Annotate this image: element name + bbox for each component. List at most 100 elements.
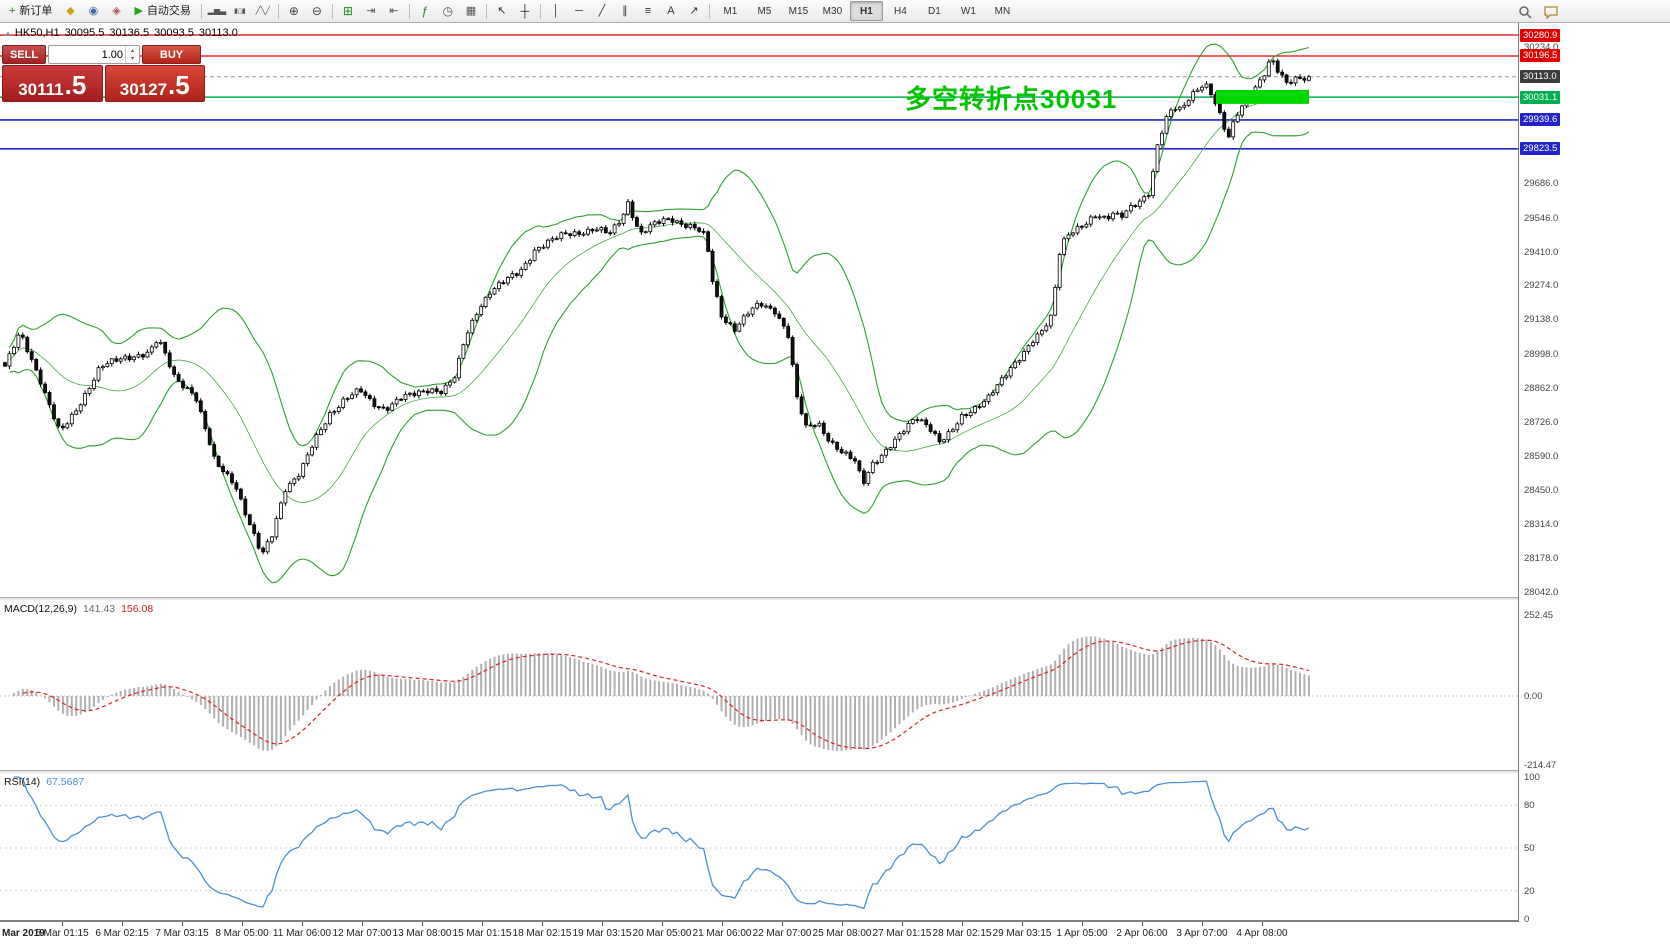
trendline-button[interactable]: ╱ [591, 0, 613, 22]
autotrading-button[interactable]: ▶ 自动交易 [128, 0, 196, 22]
symbol-ohlc-header: ▲ HK50,H1 30095.5 30136.5 30093.5 30113.0 [4, 27, 243, 39]
rsi-panel[interactable]: RSI(14) 67.5687 [0, 773, 1518, 920]
time-axis-label: 27 Mar 01:15 [872, 928, 932, 939]
market-icon: ◈ [112, 4, 121, 17]
chart-shift-button[interactable]: ⇤ [383, 0, 405, 22]
channel-icon: ∥ [622, 4, 628, 17]
charts-icon: ◆ [66, 4, 75, 17]
autotrading-button-label: 自动交易 [146, 4, 191, 17]
macd-canvas[interactable] [0, 600, 1518, 770]
price-axis-tick: 30234.0 [1524, 41, 1559, 53]
time-axis-label: 3 Apr 07:00 [1176, 928, 1228, 939]
search-icon [1519, 5, 1532, 19]
rsi-axis-value: 100 [1524, 772, 1540, 783]
vertical-line-button[interactable]: │ [545, 0, 567, 22]
tile-windows-button[interactable]: ⊞ [337, 0, 359, 22]
zoom-in-icon: ⊕ [288, 4, 299, 18]
timeframe-m5-button[interactable]: M5 [757, 5, 772, 17]
time-axis-tick [722, 922, 723, 926]
text-icon: A [667, 4, 675, 17]
time-axis-tick [422, 922, 423, 926]
cursor-arrow-icon: ↖ [497, 4, 507, 17]
price-axis-tick: 28726.0 [1524, 416, 1559, 428]
zoom-out-icon: ⊖ [311, 4, 322, 18]
fibonacci-button[interactable]: ≡ [637, 0, 659, 22]
price-axis-tick: 28590.0 [1524, 450, 1559, 462]
macd-panel[interactable]: MACD(12,26,9) 141.43 156.08 [0, 600, 1518, 770]
cursor-button[interactable]: ↖ [491, 0, 513, 22]
volume-input[interactable] [49, 48, 125, 61]
timeframe-w1-button[interactable]: W1 [960, 5, 976, 17]
zoom-out-button[interactable]: ⊖ [306, 0, 328, 22]
channel-button[interactable]: ∥ [614, 0, 636, 22]
bollinger-middle-band[interactable] [9, 89, 1310, 503]
line-chart-button[interactable]: ╱╲╱ [252, 0, 274, 22]
symbol-name: HK50,H1 [14, 27, 60, 39]
buy-button[interactable]: BUY [142, 45, 201, 64]
toolbar-separator [200, 3, 202, 19]
crosshair-button[interactable]: ┼ [514, 0, 536, 22]
ohlc-low: 30093.5 [154, 27, 194, 39]
time-axis-tick [1142, 922, 1143, 926]
horizontal-line-button[interactable]: ─ [568, 0, 590, 22]
rsi-canvas[interactable] [0, 773, 1518, 920]
time-axis-label: 2 Apr 06:00 [1116, 928, 1168, 939]
zoom-in-button[interactable]: ⊕ [283, 0, 305, 22]
clock-icon: ◷ [442, 4, 454, 18]
mql5-charts-button[interactable]: ◆ [59, 0, 81, 22]
volume-down-button[interactable]: ▾ [130, 55, 134, 62]
new-order-button[interactable]: + 新订单 [3, 0, 58, 22]
timeframe-h4-button[interactable]: H4 [894, 5, 907, 17]
timeframe-d1-button[interactable]: D1 [928, 5, 941, 17]
sell-button[interactable]: SELL [2, 45, 46, 64]
profile-icon: ◉ [88, 4, 99, 17]
timeframe-h1-button[interactable]: H1 [849, 1, 883, 21]
arrows-button[interactable]: ↗ [683, 0, 705, 22]
timeframe-m1-button[interactable]: M1 [723, 5, 738, 17]
bollinger-lower-band[interactable] [9, 131, 1310, 584]
time-axis-tick [1202, 922, 1203, 926]
time-axis-tick [842, 922, 843, 926]
market-button[interactable]: ◈ [105, 0, 127, 22]
text-button[interactable]: A [660, 0, 682, 22]
buy-price-display[interactable]: 30127.5 [104, 65, 205, 102]
highlight-rectangle[interactable] [1216, 90, 1309, 104]
price-axis-tick: 28178.0 [1524, 553, 1559, 565]
main-chart-canvas[interactable] [0, 23, 1518, 597]
bollinger-upper-band[interactable] [8, 43, 1310, 447]
panel-splitter[interactable] [0, 770, 1670, 773]
volume-up-button[interactable]: ▴ [130, 47, 134, 54]
time-axis-tick [122, 922, 123, 926]
templates-button[interactable]: ▦ [460, 0, 482, 22]
price-tag: 30031.1 [1520, 90, 1561, 104]
time-axis-label: 18 Mar 02:15 [512, 928, 572, 939]
timeframe-m15-button[interactable]: M15 [788, 5, 809, 17]
profile-button[interactable]: ◉ [82, 0, 104, 22]
timeframe-mn-button[interactable]: MN [994, 5, 1011, 17]
auto-scroll-button[interactable]: ⇥ [360, 0, 382, 22]
one-click-trading-panel: SELL ▴ ▾ BUY 30111.5 30127 [2, 45, 205, 102]
rsi-name: RSI(14) [4, 776, 41, 788]
timeframe-m30-button[interactable]: M30 [822, 5, 843, 17]
search-button[interactable] [1514, 1, 1536, 23]
time-axis[interactable]: Mar 2019 5 Mar 01:15 6 Mar 02:15 7 Mar 03:1… [0, 922, 1670, 945]
indicators-button[interactable]: ƒ [414, 0, 436, 22]
bar-chart-button[interactable]: ▂▅▃ [206, 0, 228, 22]
panel-splitter[interactable] [0, 597, 1670, 600]
price-axis[interactable]: 30234.0 29686.0 29546.0 29410.0 29274.0 29138… [1518, 23, 1670, 925]
time-axis-tick [242, 922, 243, 926]
sell-price-frac: .5 [64, 70, 87, 100]
community-button[interactable] [1540, 1, 1562, 23]
main-chart-panel[interactable]: ▲ HK50,H1 30095.5 30136.5 30093.5 30113.0 SEL… [0, 23, 1518, 597]
price-axis-tick: 28314.0 [1524, 519, 1559, 531]
chart-window: ▲ HK50,H1 30095.5 30136.5 30093.5 30113.0 SEL… [0, 23, 1670, 945]
sell-price-display[interactable]: 30111.5 [2, 65, 103, 102]
candles[interactable] [3, 58, 1311, 555]
time-axis-label: 22 Mar 07:00 [752, 928, 812, 939]
price-axis-tick: 28042.0 [1524, 586, 1559, 598]
price-axis-tick: 29410.0 [1524, 246, 1559, 258]
candlestick-chart-button[interactable]: ▮▯▮ [229, 0, 251, 22]
periods-button[interactable]: ◷ [437, 0, 459, 22]
time-axis-tick [662, 922, 663, 926]
